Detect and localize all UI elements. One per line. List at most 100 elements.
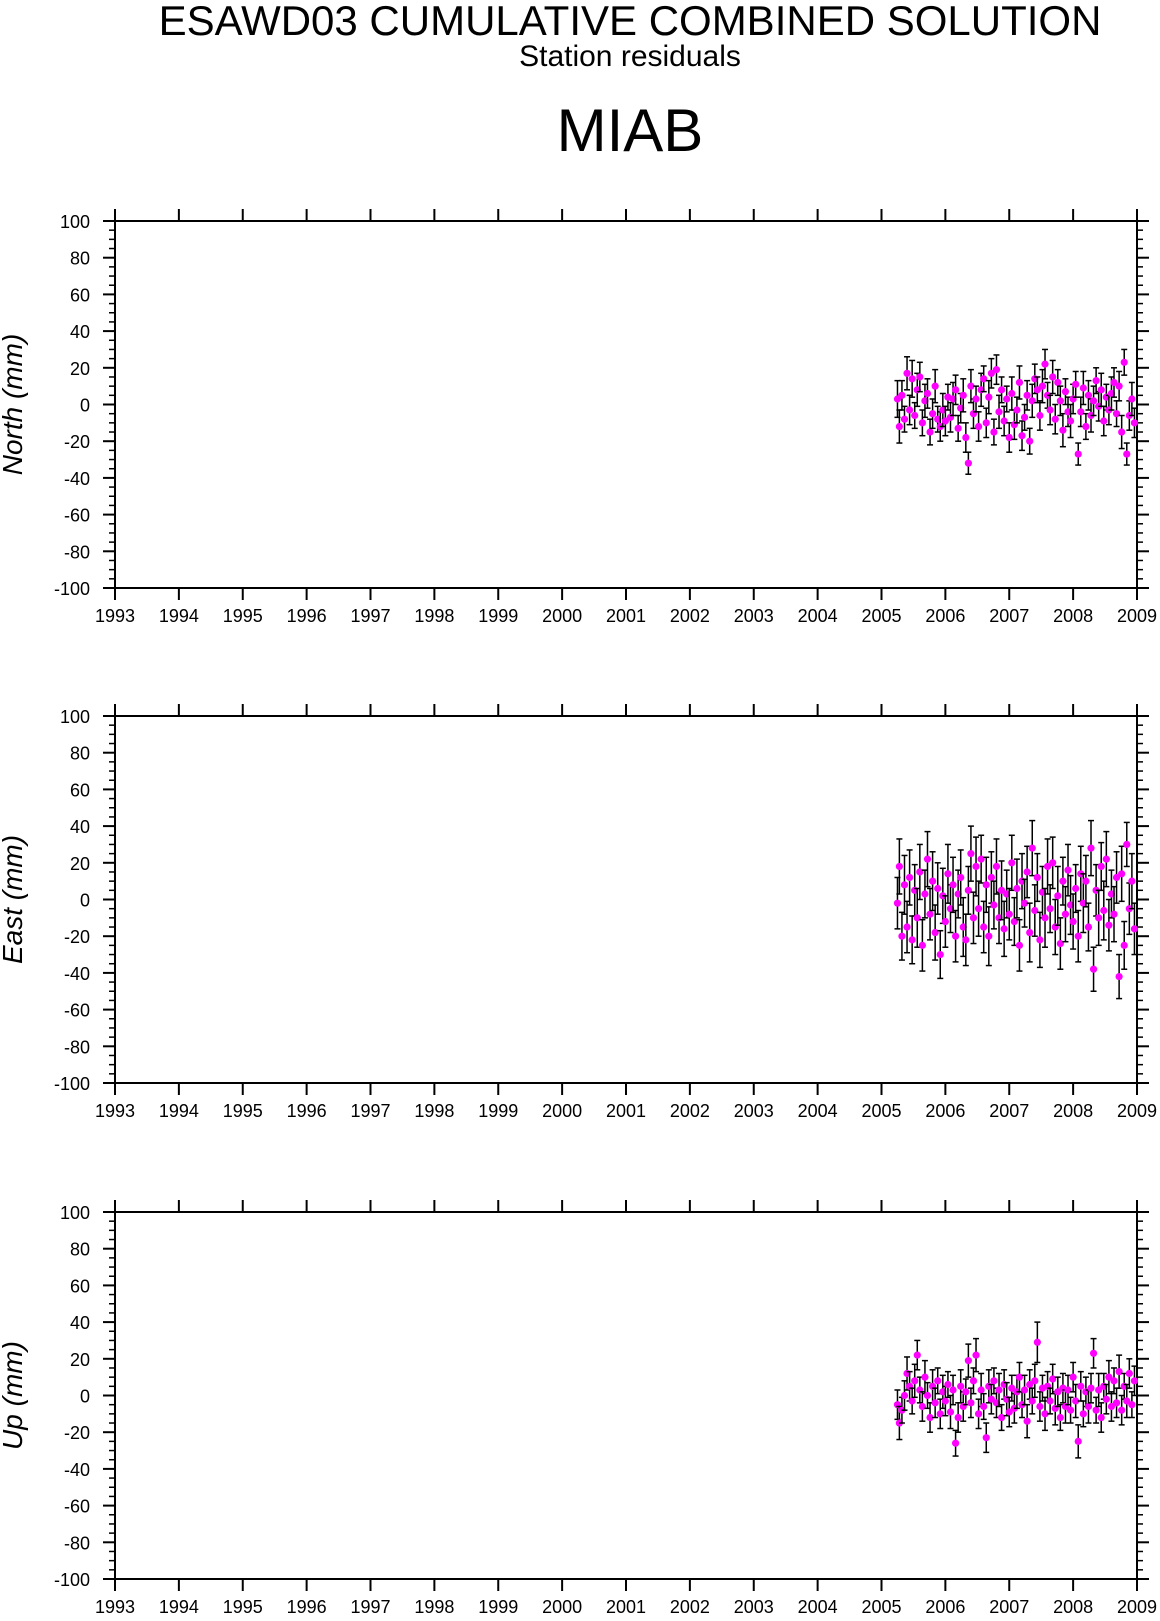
data-point [974, 905, 983, 913]
data-point [908, 1397, 916, 1405]
data-point [1064, 408, 1072, 416]
x-tick-label: 2000 [542, 1597, 582, 1617]
data-point [964, 886, 972, 894]
data-point [962, 1388, 970, 1396]
x-tick-label: 2000 [542, 606, 582, 626]
data-point [1105, 921, 1113, 929]
data-point [1102, 1395, 1110, 1403]
data-point [936, 1410, 944, 1418]
data-point [1115, 972, 1123, 981]
data-point [957, 1382, 965, 1390]
data-point [911, 411, 919, 420]
x-tick-label: 2006 [925, 606, 965, 626]
data-point [1015, 378, 1024, 387]
x-tick-label: 2001 [606, 1597, 646, 1617]
data-point [1072, 884, 1080, 893]
data-point [1084, 391, 1093, 399]
x-tick-label: 2002 [670, 606, 710, 626]
data-point [1072, 1397, 1080, 1405]
data-point [1008, 1384, 1016, 1392]
data-point [900, 881, 909, 889]
data-point [944, 870, 952, 878]
data-point [926, 1413, 934, 1422]
data-point [1036, 1402, 1044, 1411]
x-tick-label: 2000 [542, 1101, 582, 1121]
y-tick-label: -80 [64, 1037, 90, 1057]
data-point [997, 886, 1006, 894]
x-tick-label: 2002 [670, 1597, 710, 1617]
data-point [977, 855, 985, 863]
data-point [934, 1377, 942, 1385]
x-tick-label: 2005 [861, 606, 901, 626]
data-point [1031, 1377, 1039, 1385]
data-point [1028, 1397, 1036, 1405]
y-axis-label: North (mm) [0, 334, 28, 476]
data-point [1054, 1388, 1062, 1396]
data-point [1077, 408, 1085, 416]
x-tick-label: 2006 [925, 1101, 965, 1121]
y-tick-label: -20 [64, 432, 90, 452]
data-point [916, 868, 924, 876]
data-point [1082, 422, 1090, 431]
plot-frame [114, 715, 1138, 1084]
data-point [900, 1391, 909, 1400]
x-tick-label: 1997 [350, 1597, 390, 1617]
data-point [1118, 428, 1126, 436]
data-point [982, 1434, 990, 1442]
data-point [1115, 382, 1123, 390]
y-tick-label: -100 [54, 1074, 90, 1094]
data-point [926, 428, 934, 436]
data-point [1049, 859, 1057, 867]
data-point [987, 369, 995, 377]
data-point [1005, 1408, 1013, 1416]
data-point [1069, 1373, 1077, 1381]
data-point [1123, 840, 1131, 849]
data-point [946, 1408, 955, 1416]
data-point [1020, 413, 1029, 421]
data-point [1054, 378, 1062, 387]
data-point [1074, 1437, 1082, 1445]
data-point [911, 1377, 919, 1385]
data-point [1046, 1397, 1054, 1405]
y-tick-label: -100 [54, 579, 90, 599]
data-point [1026, 928, 1034, 937]
data-point [1084, 923, 1093, 931]
data-point [1092, 1406, 1100, 1414]
data-point [1005, 910, 1013, 918]
data-point [1031, 906, 1039, 915]
data-point [980, 923, 988, 931]
data-point [990, 901, 998, 909]
data-point [982, 881, 990, 889]
x-tick-label: 2001 [606, 606, 646, 626]
data-point [951, 932, 960, 940]
data-point [1066, 901, 1075, 909]
x-tick-label: 2003 [734, 606, 774, 626]
data-point [949, 395, 957, 403]
data-point [906, 873, 914, 882]
data-point [1015, 941, 1024, 949]
x-tick-label: 2005 [861, 1101, 901, 1121]
x-tick-label: 2009 [1117, 1597, 1157, 1617]
data-point [1066, 417, 1075, 425]
y-axis-label: Up (mm) [0, 1341, 28, 1450]
y-tick-label: 40 [70, 817, 90, 837]
x-tick-label: 1996 [287, 1597, 327, 1617]
y-tick-label: -40 [64, 469, 90, 489]
x-tick-label: 2004 [798, 606, 838, 626]
x-tick-label: 1998 [414, 1101, 454, 1121]
x-tick-label: 1993 [95, 1597, 135, 1617]
data-point [1041, 360, 1049, 368]
y-tick-label: 80 [70, 744, 90, 764]
data-point [972, 1351, 980, 1359]
data-point [936, 950, 944, 959]
y-tick-label: 0 [80, 1387, 90, 1407]
data-point [1097, 862, 1105, 871]
data-point [1089, 1349, 1098, 1357]
x-tick-label: 1994 [159, 1597, 199, 1617]
x-tick-label: 2003 [734, 1597, 774, 1617]
data-point [903, 923, 911, 931]
data-point [1074, 932, 1082, 940]
data-point [1084, 1402, 1093, 1411]
data-point [949, 881, 957, 889]
